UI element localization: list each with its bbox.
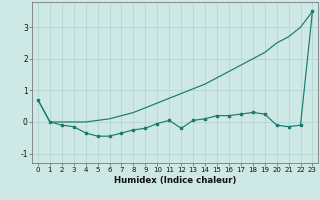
X-axis label: Humidex (Indice chaleur): Humidex (Indice chaleur) <box>114 176 236 185</box>
